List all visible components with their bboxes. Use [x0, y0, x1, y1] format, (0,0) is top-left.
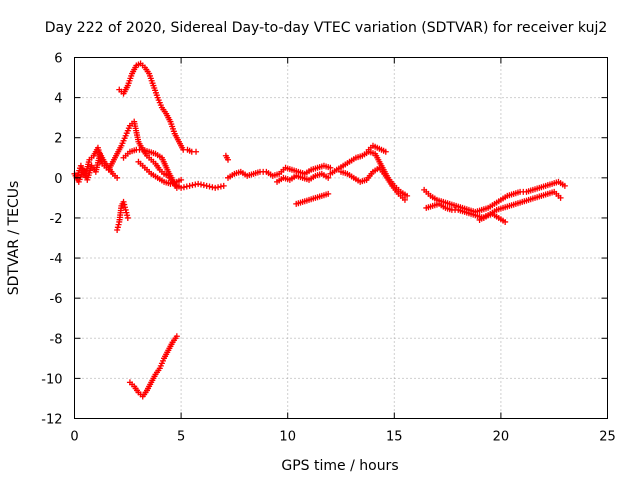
series-arc-4	[116, 60, 200, 155]
data-point	[197, 181, 204, 188]
y-axis-title: SDTVAR / TECUs	[6, 181, 22, 296]
grid	[74, 57, 608, 419]
data-point	[121, 201, 128, 208]
y-tick-label: 2	[54, 132, 62, 147]
y-tick-label: 4	[54, 92, 62, 107]
data-point	[173, 333, 180, 340]
data-point	[217, 183, 224, 190]
data-point	[561, 182, 568, 189]
series-arc-12	[293, 190, 332, 207]
series-arc-11	[222, 152, 232, 163]
data-point	[124, 212, 131, 219]
x-axis-title: GPS time / hours	[281, 458, 398, 474]
data-point	[206, 183, 213, 190]
data-point	[209, 184, 216, 191]
data-point	[557, 194, 564, 201]
x-tick-label: 20	[493, 430, 510, 445]
y-tick-label: -8	[50, 332, 63, 347]
x-tick-label: 5	[177, 430, 185, 445]
series-arc-9	[225, 162, 334, 181]
data-point	[124, 214, 131, 221]
data-point	[382, 148, 389, 155]
series-arc-8	[135, 158, 185, 187]
series-arc-5	[114, 198, 131, 233]
data-point	[180, 184, 187, 191]
data-point	[401, 196, 408, 203]
data-points	[71, 60, 568, 400]
x-tick-label: 25	[599, 430, 616, 445]
x-tick-labels: 0 5 10 15 20 25	[70, 430, 615, 445]
series-arc-17	[423, 188, 564, 221]
axis-ticks	[74, 57, 608, 419]
y-tick-label: -4	[50, 252, 63, 267]
data-point	[325, 174, 332, 181]
data-point	[178, 176, 185, 183]
data-point	[114, 224, 121, 231]
data-point	[502, 218, 509, 225]
y-tick-label: -6	[50, 292, 63, 307]
data-point	[215, 184, 222, 191]
data-point	[120, 198, 127, 205]
data-point	[325, 190, 332, 197]
data-point	[200, 182, 207, 189]
data-point	[327, 164, 334, 171]
series-arc-7	[126, 333, 180, 400]
x-tick-label: 10	[279, 430, 296, 445]
data-point	[178, 184, 185, 191]
series-arc-10	[274, 170, 332, 185]
data-point	[121, 204, 128, 211]
plot-frame	[74, 57, 608, 419]
data-point	[404, 192, 411, 199]
data-point	[193, 148, 200, 155]
y-tick-label: -2	[50, 212, 63, 227]
series-arc-2	[73, 144, 106, 181]
data-point	[122, 206, 129, 213]
data-point	[220, 182, 227, 189]
series-arc-6	[120, 146, 227, 191]
chart-title: Day 222 of 2020, Sidereal Day-to-day VTE…	[45, 20, 608, 36]
data-point	[195, 180, 202, 187]
series-arc-15	[365, 142, 389, 155]
data-point	[114, 174, 121, 181]
data-point	[123, 209, 130, 216]
data-point	[203, 182, 210, 189]
data-point	[189, 182, 196, 189]
data-point	[192, 181, 199, 188]
data-point	[225, 156, 232, 163]
data-point	[186, 182, 193, 189]
data-point	[114, 226, 121, 233]
series-arc-14	[338, 164, 408, 203]
x-tick-label: 15	[386, 430, 403, 445]
y-tick-label: 0	[54, 172, 62, 187]
y-tick-label: -10	[41, 372, 62, 387]
data-point	[212, 184, 219, 191]
series-arc-3	[101, 118, 180, 191]
data-point	[183, 183, 190, 190]
data-point	[115, 221, 122, 228]
y-tick-label: 6	[54, 52, 62, 67]
series-arc-18	[476, 210, 509, 225]
y-tick-label: -12	[41, 413, 62, 428]
x-tick-label: 0	[70, 430, 78, 445]
y-tick-labels: 6 4 2 0 -2 -4 -6 -8 -10 -12	[41, 52, 62, 428]
